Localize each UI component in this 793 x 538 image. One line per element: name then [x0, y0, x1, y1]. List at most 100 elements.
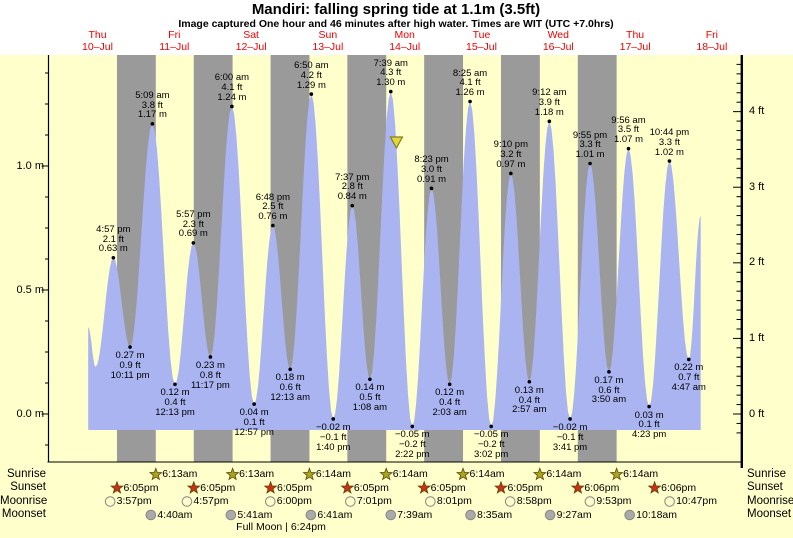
tide-annotation-high: 9:12 am 3.9 ft 1.18 m — [532, 87, 567, 118]
moonset-icon — [465, 509, 476, 521]
day-label: Thu 17–Jul — [619, 29, 651, 53]
moonrise-icon — [584, 496, 596, 507]
moonset-icon — [624, 509, 635, 521]
sunrise-time: 6:13am — [162, 468, 198, 480]
tide-annotation-low: 0.23 m 0.8 ft 11:17 pm — [190, 359, 230, 391]
sunrise-time: 6:13am — [239, 468, 275, 480]
sunrise-time: 6:14am — [546, 468, 582, 480]
tide-annotation-low: 0.22 m 0.7 ft 4:47 am — [671, 362, 706, 394]
sunrise-icon — [148, 467, 163, 481]
moonrise-time: 6:00pm — [276, 495, 312, 507]
moonrise-icon — [104, 496, 116, 507]
sunset-time: 6:05pm — [507, 481, 543, 494]
feet-axis-label: 4 ft — [749, 105, 765, 118]
meter-axis-label: 1.0 m — [16, 159, 44, 172]
tide-extreme-dots — [111, 89, 691, 429]
tide-annotation-low: 0.27 m 0.9 ft 10:11 pm — [110, 350, 150, 381]
tide-annotation-high: 6:50 am 4.2 ft 1.29 m — [294, 60, 329, 91]
sunset-icon — [340, 480, 355, 494]
sunrise-icon — [532, 467, 547, 481]
sunrise-time: 6:14am — [469, 468, 505, 480]
moonset-icon — [305, 509, 317, 521]
sunset-time: 6:05pm — [277, 481, 313, 494]
sunrise-icon — [455, 467, 470, 481]
sunset-icon — [647, 480, 662, 494]
day-label: Sat 12–Jul — [235, 29, 267, 53]
moonset-icon — [225, 509, 237, 521]
day-label: Wed 16–Jul — [542, 29, 574, 53]
feet-axis-label: 0 ft — [749, 407, 765, 420]
tide-annotation-high: 9:56 am 3.5 ft 1.07 m — [611, 114, 646, 146]
day-label: Sun 13–Jul — [312, 29, 344, 53]
day-label: Fri 18–Jul — [696, 29, 728, 53]
tide-annotation-high: 7:39 am 4.3 ft 1.30 m — [373, 57, 408, 89]
sunrise-row-label: Sunrise — [747, 467, 786, 480]
tide-annotation-low: 0.12 m 0.4 ft 12:13 pm — [155, 387, 195, 418]
tide-annotation-high: 5:57 pm 2.3 ft 0.69 m — [176, 208, 211, 240]
tide-annotation-low: 0.13 m 0.4 ft 2:57 am — [512, 384, 547, 416]
moonrise-icon — [181, 496, 193, 507]
tide-annotation-high: 10:44 pm 3.3 ft 1.02 m — [649, 127, 690, 158]
feet-axis-label: 3 ft — [749, 180, 765, 193]
tide-annotation-low: 0.14 m 0.5 ft 1:08 am — [352, 382, 388, 413]
sunrise-row-label: Sunrise — [7, 467, 46, 480]
moonrise-icon — [345, 496, 356, 507]
sunset-icon — [263, 480, 278, 494]
moonrise-time: 3:57pm — [116, 495, 152, 507]
meter-axis-label: 0.5 m — [16, 283, 44, 296]
day-label: Tue 15–Jul — [466, 29, 497, 53]
sunset-time: 6:06pm — [661, 481, 697, 494]
axes — [41, 55, 743, 468]
tide-annotation-low: 0.18 m 0.6 ft 12:13 am — [270, 372, 311, 403]
moonset-icon — [544, 509, 556, 521]
tide-annotation-low: 0.17 m 0.6 ft 3:50 am — [591, 374, 627, 406]
moonset-time: 8:35am — [477, 508, 513, 521]
tide-annotation-low: −0.02 m −0.1 ft 3:41 pm — [552, 421, 588, 453]
moonset-row-label: Moonset — [1, 508, 46, 520]
moonrise-icon — [425, 496, 436, 507]
tide-annotation-low: −0.05 m −0.2 ft 2:22 pm — [394, 429, 430, 460]
sunset-time: 6:05pm — [123, 481, 159, 494]
sunset-row-label: Sunset — [747, 481, 783, 493]
day-label: Mon 14–Jul — [389, 29, 421, 53]
moonrise-row-label: Moonrise — [747, 494, 793, 507]
tide-annotation-low: 0.04 m 0.1 ft 12:57 pm — [234, 407, 274, 438]
tide-annotation-high: 8:23 pm 3.0 ft 0.91 m — [414, 154, 449, 185]
moonset-icon — [145, 509, 157, 521]
tide-annotation-low: −0.05 m −0.2 ft 3:02 pm — [473, 429, 509, 460]
moonrise-icon — [265, 496, 276, 507]
sunset-time: 6:05pm — [353, 481, 389, 494]
moonset-row-label: Moonset — [747, 508, 792, 520]
moonset-time: 7:39am — [397, 508, 433, 521]
tide-annotation-high: 9:10 pm 3.2 ft 0.97 m — [493, 139, 529, 171]
moonrise-icon — [504, 496, 516, 507]
sunset-time: 6:05pm — [200, 481, 236, 494]
moonrise-time: 10:47pm — [676, 495, 717, 507]
header-strip — [0, 0, 793, 55]
moonrise-icon — [664, 496, 675, 507]
sunrise-time: 6:14am — [392, 468, 428, 480]
sunset-icon — [186, 480, 201, 494]
moonrise-row-label: Moonrise — [0, 494, 48, 507]
day-label: Thu 10–Jul — [82, 29, 113, 53]
tide-annotation-high: 4:57 pm 2.1 ft 0.63 m — [96, 223, 131, 255]
moonrise-time: 8:01pm — [436, 495, 472, 507]
moonrise-time: 9:53pm — [596, 495, 632, 507]
tide-annotation-low: 0.03 m 0.1 ft 4:23 pm — [631, 409, 667, 441]
sunset-icon — [570, 480, 585, 494]
sunrise-time: 6:14am — [315, 468, 351, 480]
tide-annotation-high: 5:09 am 3.8 ft 1.17 m — [135, 89, 170, 121]
tide-annotation-high: 6:00 am 4.1 ft 1.24 m — [214, 72, 250, 104]
tide-annotation-low: 0.12 m 0.4 ft 2:03 am — [432, 387, 467, 418]
sunset-icon — [494, 480, 509, 494]
sunrise-icon — [225, 467, 240, 481]
capture-time-marker-icon — [389, 136, 404, 150]
sunset-row-label: Sunset — [10, 481, 46, 493]
moonset-time: 9:27am — [556, 508, 592, 521]
feet-axis-label: 1 ft — [749, 331, 765, 344]
tide-annotation-low: −0.02 m −0.1 ft 1:40 pm — [315, 421, 351, 453]
sunset-time: 6:05pm — [430, 481, 466, 494]
sunrise-time: 6:14am — [623, 468, 659, 480]
day-label: Fri 11–Jul — [159, 29, 190, 53]
